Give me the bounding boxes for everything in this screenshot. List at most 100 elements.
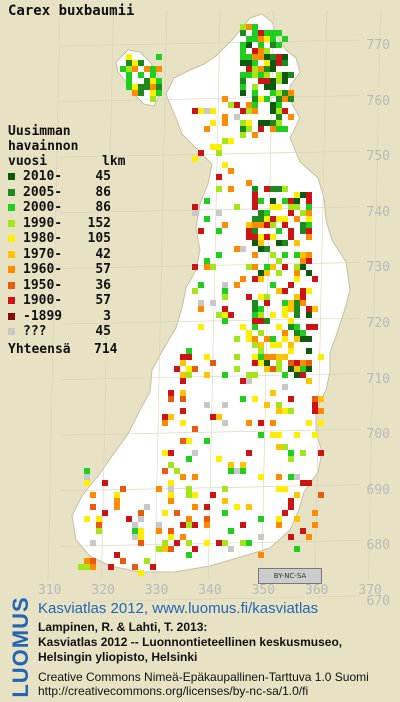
observation-square <box>282 264 288 270</box>
observation-square <box>276 60 282 66</box>
observation-square <box>168 498 174 504</box>
observation-square <box>258 420 264 426</box>
observation-square <box>168 546 174 552</box>
observation-square <box>276 30 282 36</box>
observation-square <box>282 354 288 360</box>
observation-square <box>270 264 276 270</box>
grid-line <box>59 428 361 436</box>
observation-square <box>258 516 264 522</box>
observation-square <box>282 96 288 102</box>
observation-square <box>216 210 222 216</box>
observation-square <box>168 450 174 456</box>
observation-square <box>150 84 156 90</box>
observation-square <box>282 408 288 414</box>
observation-square <box>252 240 258 246</box>
observation-square <box>294 546 300 552</box>
cc-license-badge[interactable]: BY-NC-SA <box>258 568 322 584</box>
x-tick-label: 330 <box>144 583 169 598</box>
observation-square <box>186 540 192 546</box>
observation-square <box>306 336 312 342</box>
observation-square <box>270 234 276 240</box>
legend-label: 1970- <box>23 246 63 262</box>
observation-square <box>210 492 216 498</box>
observation-square <box>258 78 264 84</box>
observation-square <box>246 66 252 72</box>
observation-square <box>216 150 222 156</box>
observation-square <box>222 312 228 318</box>
observation-square <box>264 72 270 78</box>
observation-square <box>156 54 162 60</box>
observation-square <box>258 330 264 336</box>
legend-count: 3 <box>103 308 111 324</box>
grid-line <box>59 95 361 102</box>
observation-square <box>288 318 294 324</box>
observation-square <box>114 504 120 510</box>
observation-square <box>264 366 270 372</box>
observation-square <box>150 96 156 102</box>
observation-square <box>312 396 318 402</box>
observation-square <box>276 90 282 96</box>
observation-square <box>270 78 276 84</box>
legend-row: 2005- 86 <box>8 185 125 201</box>
observation-square <box>138 534 144 540</box>
observation-square <box>294 432 300 438</box>
observation-square <box>252 192 258 198</box>
observation-square <box>210 300 216 306</box>
legend-swatch <box>8 328 15 336</box>
observation-square <box>282 444 288 450</box>
observation-square <box>252 60 258 66</box>
observation-square <box>192 504 198 510</box>
observation-square <box>264 30 270 36</box>
observation-square <box>264 234 270 240</box>
observation-square <box>252 30 258 36</box>
observation-square <box>90 558 96 564</box>
observation-squares <box>78 24 324 576</box>
observation-square <box>264 48 270 54</box>
observation-square <box>306 228 312 234</box>
observation-square <box>162 540 168 546</box>
total-label: Yhteensä <box>8 341 71 357</box>
observation-square <box>294 198 300 204</box>
observation-square <box>222 114 228 120</box>
observation-square <box>300 294 306 300</box>
legend-count: 57 <box>95 293 111 309</box>
observation-square <box>270 84 276 90</box>
kasviatlas-link[interactable]: Kasviatlas 2012, www.luomus.fi/kasviatla… <box>38 600 319 617</box>
legend-rows: 2010- 45 2005- 86 2000- 86 1990- 152 1980- 105 197… <box>8 169 125 340</box>
legend-label: 2005- <box>23 184 63 200</box>
observation-square <box>240 396 246 402</box>
observation-square <box>306 534 312 540</box>
observation-square <box>192 450 198 456</box>
observation-square <box>258 210 264 216</box>
observation-square <box>252 54 258 60</box>
observation-square <box>270 282 276 288</box>
observation-square <box>132 60 138 66</box>
observation-square <box>258 552 264 558</box>
observation-square <box>90 540 96 546</box>
observation-square <box>192 156 198 162</box>
observation-square <box>282 288 288 294</box>
observation-square <box>288 498 294 504</box>
observation-square <box>258 54 264 60</box>
observation-square <box>270 36 276 42</box>
observation-square <box>264 222 270 228</box>
observation-square <box>264 36 270 42</box>
observation-square <box>294 240 300 246</box>
observation-square <box>306 348 312 354</box>
observation-square <box>258 72 264 78</box>
observation-square <box>258 432 264 438</box>
license-url[interactable]: http://creativecommons.org/licenses/by-n… <box>38 684 309 698</box>
observation-square <box>186 366 192 372</box>
observation-square <box>132 90 138 96</box>
observation-square <box>282 54 288 60</box>
observation-square <box>300 258 306 264</box>
observation-square <box>258 270 264 276</box>
observation-square <box>270 102 276 108</box>
observation-square <box>276 444 282 450</box>
observation-square <box>156 486 162 492</box>
observation-square <box>210 264 216 270</box>
observation-square <box>306 324 312 330</box>
observation-square <box>234 354 240 360</box>
observation-square <box>168 534 174 540</box>
observation-square <box>306 210 312 216</box>
